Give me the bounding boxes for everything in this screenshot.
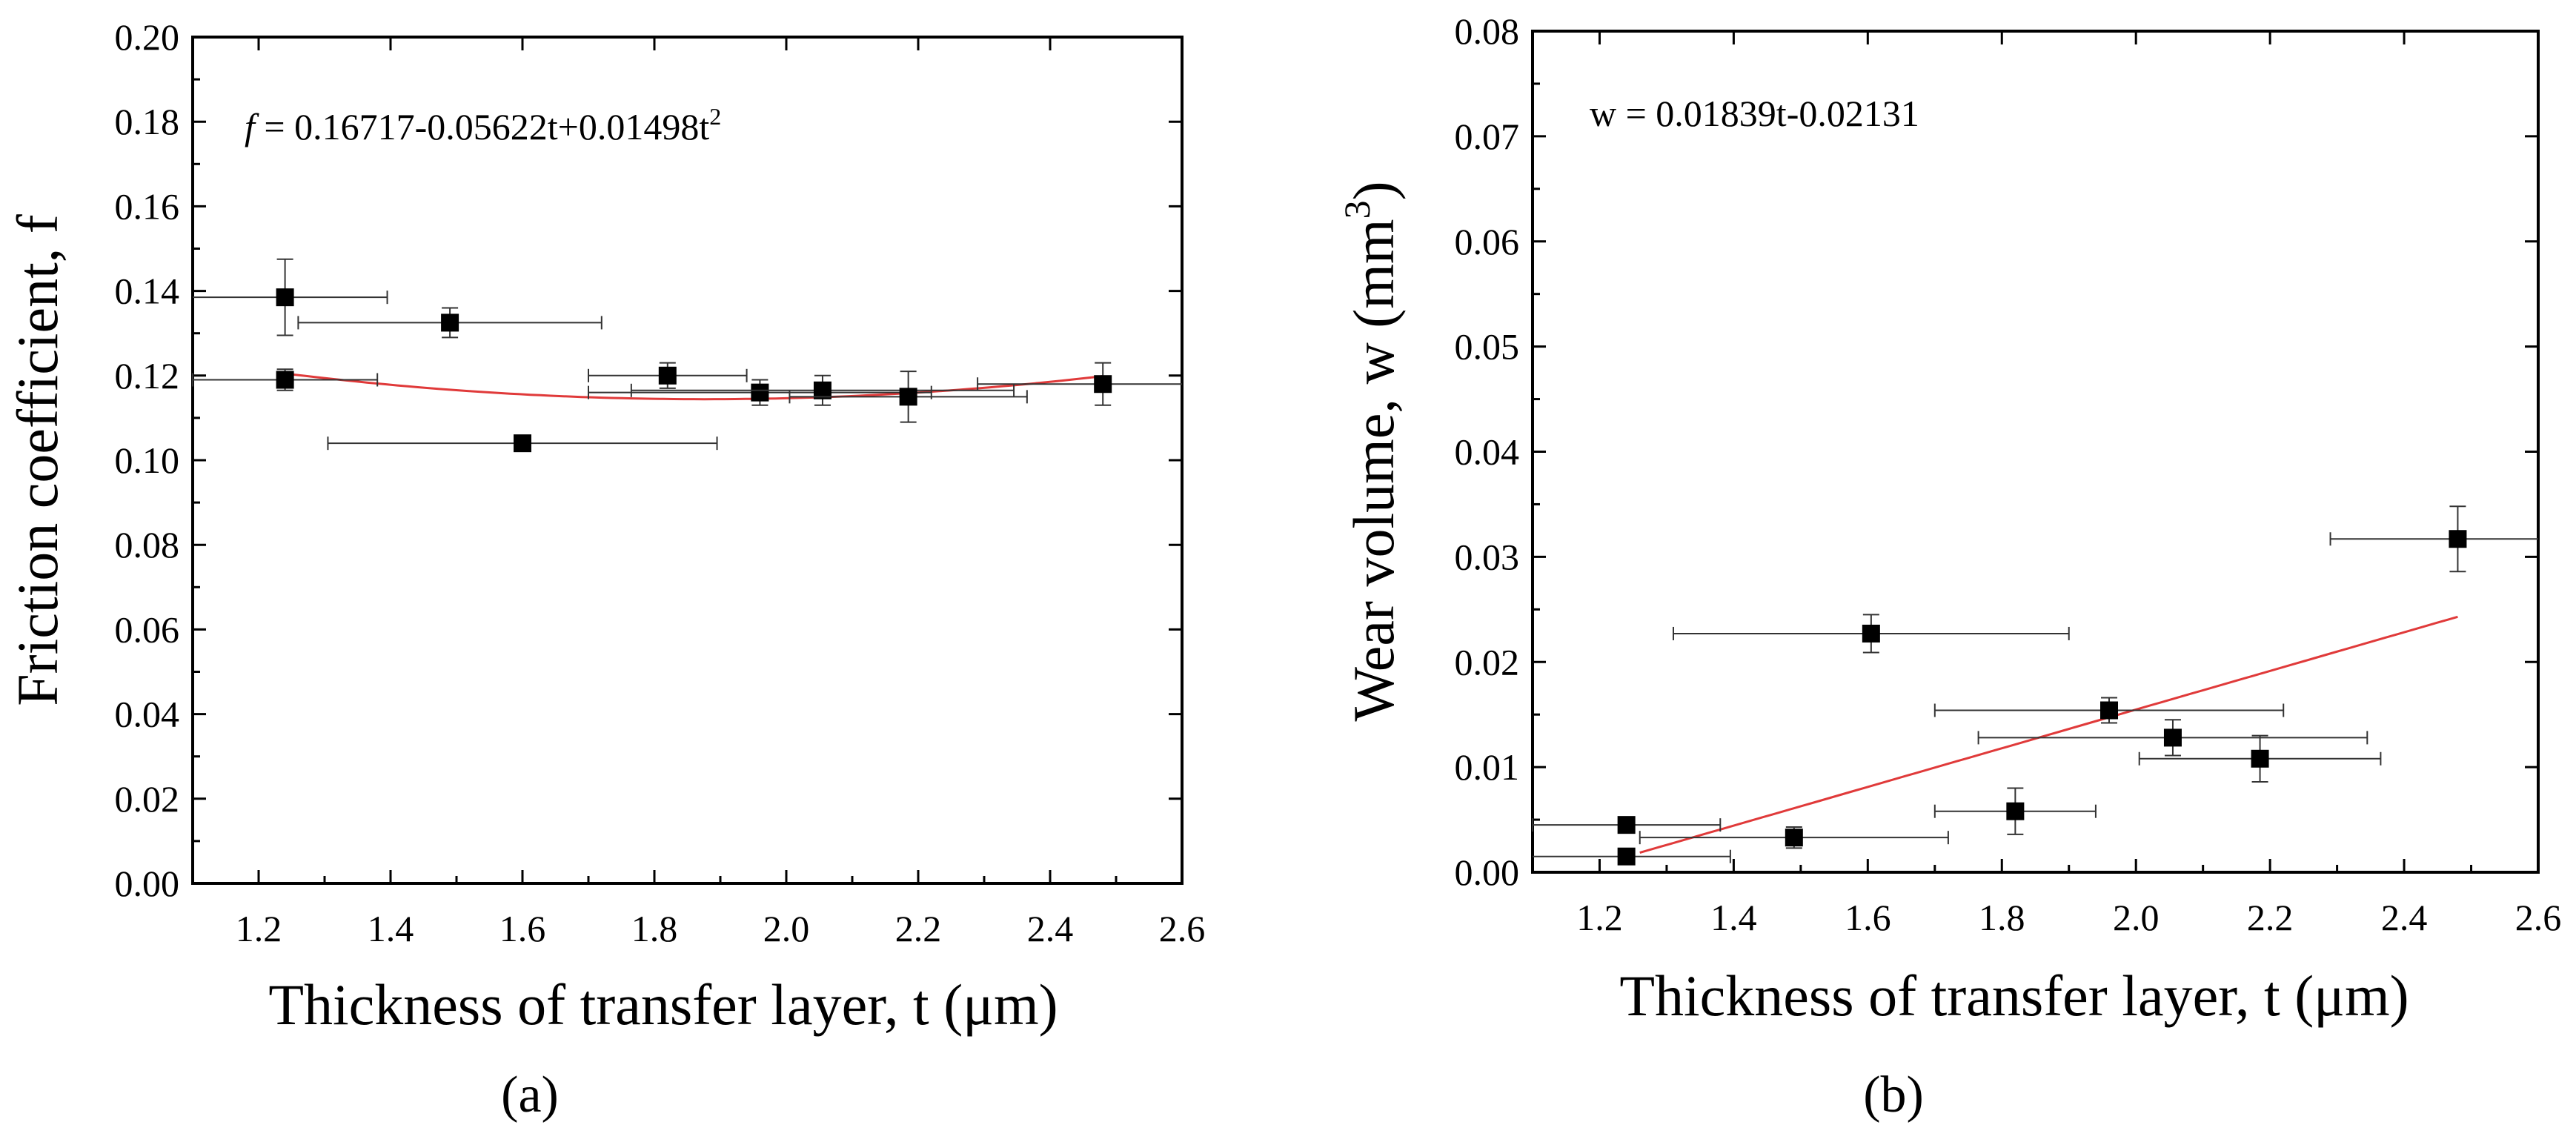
y-tick-label: 0.14 <box>115 270 180 312</box>
data-point-marker <box>276 371 294 389</box>
data-point-marker <box>658 366 677 385</box>
x-tick-label: 1.2 <box>1576 897 1623 938</box>
y-tick-label: 0.16 <box>115 185 180 227</box>
data-point-marker <box>751 383 769 402</box>
y-tick-label: 0.03 <box>1455 536 1520 577</box>
panel-label-a: (a) <box>501 1066 559 1123</box>
x-axis-label: Thickness of transfer layer, t (μm) <box>268 972 1058 1037</box>
x-tick-label: 2.2 <box>2247 897 2294 938</box>
x-tick-label: 2.0 <box>763 908 810 949</box>
plot-frame <box>1531 30 2540 874</box>
data-point-marker <box>2006 802 2025 820</box>
y-tick-label: 0.08 <box>1455 10 1520 52</box>
chart-wear-volume: 1.2 1.4 1.6 1.8 2.0 2.2 2.4 2.6 0.00 0.01 0.02 0.03… <box>1336 10 2561 1123</box>
plot-frame <box>191 36 1184 885</box>
x-tick-label: 1.8 <box>631 908 678 949</box>
x-axis-label: Thickness of transfer layer, t (μm) <box>1619 963 2409 1028</box>
y-tick-label: 0.00 <box>1455 851 1520 893</box>
data-point-marker <box>1785 829 1803 847</box>
chart-friction-coefficient: 1.2 1.4 1.6 1.8 2.0 2.2 2.4 2.6 0.00 0.02 0.04 0.06… <box>5 16 1205 1123</box>
y-axis-label: Wear volume, w (mm3) <box>1336 181 1406 721</box>
data-points <box>1532 505 2538 866</box>
x-tick-label: 1.4 <box>368 908 414 949</box>
fit-line-path <box>285 372 1103 401</box>
x-tick-label: 2.4 <box>2381 897 2428 938</box>
data-point-marker <box>441 313 459 332</box>
data-point-marker <box>1617 816 1636 834</box>
fit-line-path <box>1639 615 2458 854</box>
fit-line <box>1639 615 2458 854</box>
fit-curve <box>285 372 1103 401</box>
y-tick-label: 0.06 <box>1455 221 1520 262</box>
y-tick-label: 0.18 <box>115 101 180 142</box>
data-point-marker <box>276 288 294 307</box>
x-tick-label: 2.0 <box>2113 897 2160 938</box>
y-tick-label: 0.02 <box>1455 641 1520 683</box>
data-point-marker <box>899 388 917 406</box>
x-tick-label: 1.8 <box>1979 897 2025 938</box>
y-tick-label: 0.05 <box>1455 326 1520 368</box>
panel-label-b: (b) <box>1863 1066 1924 1123</box>
y-tick-label: 0.10 <box>115 439 180 481</box>
y-tick-label: 0.20 <box>115 16 180 58</box>
x-tick-label: 2.6 <box>1159 908 1206 949</box>
y-tick-label: 0.04 <box>1455 431 1520 473</box>
data-point-marker <box>1617 847 1636 866</box>
y-tick-label: 0.12 <box>115 355 180 396</box>
y-tick-label: 0.07 <box>1455 116 1520 157</box>
x-tick-label: 2.6 <box>2515 897 2562 938</box>
data-point-marker <box>2163 728 2182 747</box>
y-axis-label: Friction coefficient, f <box>5 214 70 706</box>
x-tick-label: 1.4 <box>1710 897 1757 938</box>
data-point-marker <box>2449 530 2467 548</box>
y-tick-label: 0.01 <box>1455 746 1520 788</box>
data-point-marker <box>514 434 531 453</box>
y-tick-label: 0.04 <box>115 694 180 735</box>
fit-equation: w = 0.01839t-0.02131 <box>1590 93 1919 134</box>
y-tick-label: 0.00 <box>115 863 180 904</box>
x-tick-label: 1.6 <box>499 908 546 949</box>
y-tick-label: 0.06 <box>115 608 180 650</box>
axis-ticks: 1.2 1.4 1.6 1.8 2.0 2.2 2.4 2.6 0.00 0.02 0.04 0.06… <box>115 16 1206 949</box>
x-tick-label: 2.2 <box>895 908 942 949</box>
x-tick-label: 2.4 <box>1027 908 1074 949</box>
y-tick-label: 0.08 <box>115 524 180 565</box>
data-point-marker <box>2251 749 2269 768</box>
x-tick-label: 1.2 <box>236 908 282 949</box>
fit-equation: f = 0.16717-0.05622t+0.01498t2 <box>245 103 721 147</box>
data-point-marker <box>1862 624 1880 643</box>
data-points <box>192 258 1182 453</box>
x-tick-label: 1.6 <box>1845 897 1891 938</box>
axis-ticks: 1.2 1.4 1.6 1.8 2.0 2.2 2.4 2.6 0.00 0.01 0.02 0.03… <box>1455 10 2562 938</box>
y-tick-label: 0.02 <box>115 778 180 820</box>
data-point-marker <box>1094 375 1112 394</box>
data-point-marker <box>2100 701 2119 720</box>
